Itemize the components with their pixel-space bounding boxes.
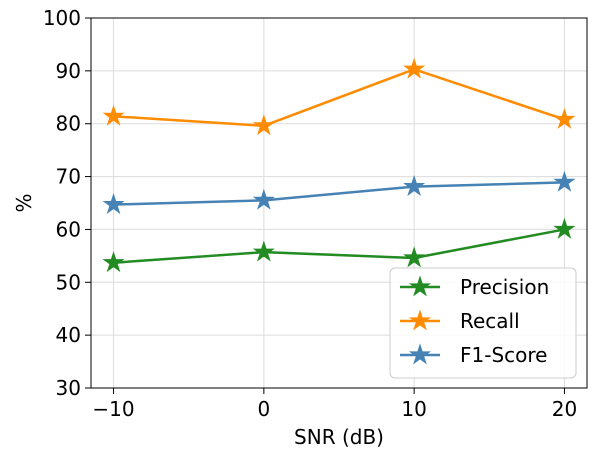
series-layer	[102, 57, 576, 273]
data-point-f1-score	[403, 174, 426, 197]
legend-label: Recall	[460, 309, 520, 333]
legend-star-marker	[408, 343, 432, 365]
data-point-f1-score	[553, 170, 576, 192]
x-tick-label: 0	[257, 397, 270, 421]
y-tick-label: 30	[56, 376, 81, 400]
series-precision	[102, 217, 576, 273]
y-tick-label: 90	[56, 59, 81, 83]
legend-item-precision: Precision	[400, 275, 549, 299]
data-point-recall	[553, 107, 576, 129]
y-tick-label: 50	[56, 270, 81, 294]
data-point-f1-score	[252, 188, 275, 210]
data-point-precision	[553, 217, 576, 239]
data-point-f1-score	[102, 192, 125, 214]
legend-star-marker	[408, 275, 432, 297]
x-tick-label: 20	[552, 397, 577, 421]
y-axis-ticks: 30 40 50 60 70 80 90 100	[43, 6, 91, 400]
y-tick-label: 80	[56, 112, 81, 136]
y-axis-title: %	[12, 193, 36, 212]
legend: Precision Recall F1-Score	[389, 267, 577, 379]
data-point-precision	[102, 251, 125, 273]
legend-label: Precision	[460, 275, 549, 299]
series-line-f1-score	[113, 181, 565, 206]
x-axis-title: SNR (dB)	[294, 425, 384, 449]
series-line-precision	[113, 228, 565, 264]
legend-item-f1-score: F1-Score	[400, 343, 547, 367]
x-tick-label: 10	[401, 397, 426, 421]
data-point-precision	[403, 246, 426, 268]
y-tick-label: 70	[56, 165, 81, 189]
data-point-recall	[252, 114, 275, 136]
data-point-recall	[403, 57, 426, 79]
y-tick-label: 40	[56, 323, 81, 347]
data-point-precision	[252, 240, 275, 262]
data-point-recall	[102, 104, 125, 126]
legend-item-recall: Recall	[400, 309, 520, 333]
plot-frame	[90, 17, 588, 389]
x-axis-ticks: −10 0 10 20	[92, 388, 577, 421]
y-tick-label: 100	[43, 6, 81, 30]
series-f1-score	[102, 170, 576, 214]
legend-box	[389, 267, 577, 379]
series-line-recall	[113, 68, 565, 128]
series-recall	[102, 57, 576, 136]
legend-label: F1-Score	[460, 343, 547, 367]
legend-star-marker	[408, 309, 432, 331]
x-tick-label: −10	[92, 397, 134, 421]
y-tick-label: 60	[56, 217, 81, 241]
